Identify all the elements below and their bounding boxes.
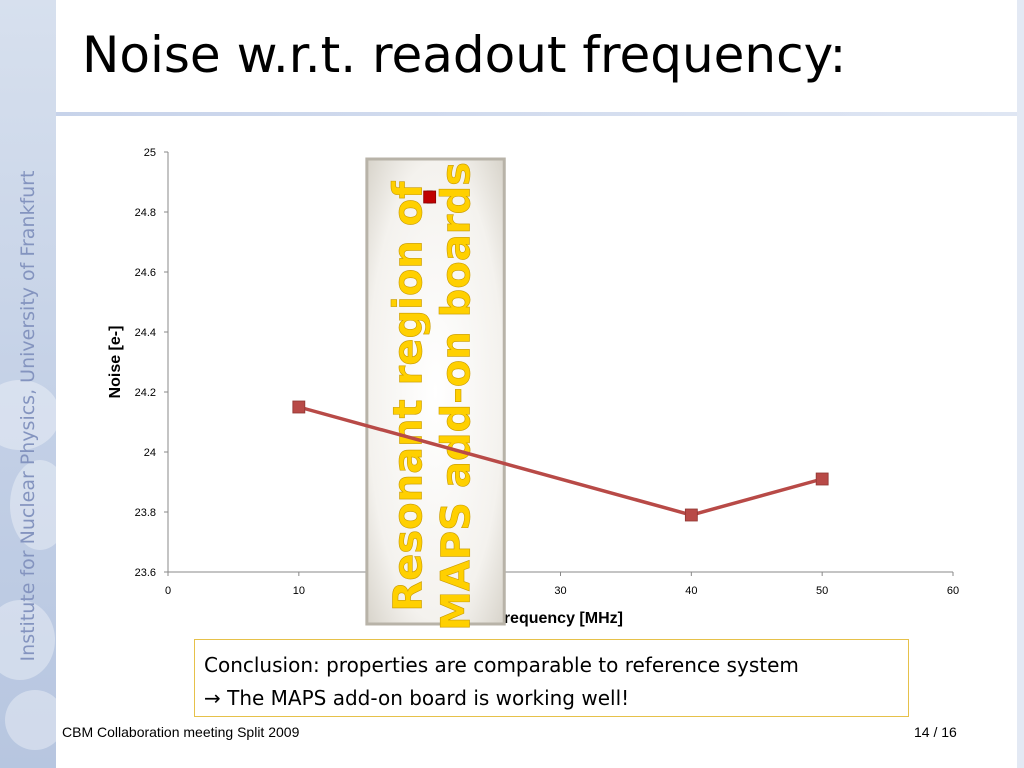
conclusion-box: Conclusion: properties are comparable to…: [194, 639, 909, 717]
y-tick-label: 23.6: [135, 567, 156, 579]
x-tick-label: 50: [816, 585, 828, 597]
y-tick-label: 24.8: [135, 207, 156, 219]
title-divider: [56, 112, 1017, 116]
conclusion-text: Conclusion: properties are comparable to…: [204, 653, 799, 677]
sidebar-decoration: [0, 600, 55, 680]
x-tick-label: 60: [947, 585, 959, 597]
y-tick-label: 24.4: [135, 327, 156, 339]
y-tick-label: 24.6: [135, 267, 156, 279]
sidebar-decoration: [10, 460, 56, 550]
y-tick-label: 24: [144, 447, 156, 459]
data-point: [423, 190, 437, 204]
resonant-label-line2: MAPS add-on boards: [434, 162, 480, 631]
sidebar-decoration: [0, 380, 56, 450]
sidebar-decoration: [5, 690, 56, 750]
data-point: [292, 400, 306, 414]
right-border: [1017, 0, 1024, 768]
y-tick-label: 25: [144, 147, 156, 159]
resonant-region-box: [365, 157, 506, 626]
footer-meeting: CBM Collaboration meeting Split 2009: [62, 724, 300, 740]
sidebar-banner: Institute for Nuclear Physics, Universit…: [0, 0, 56, 768]
resonant-region-label: Resonant region of MAPS add-on boards: [385, 162, 480, 631]
resonant-label-line1: Resonant region of: [386, 181, 432, 612]
x-tick-label: 10: [293, 585, 305, 597]
x-axis-label: Frequency [MHz]: [494, 610, 623, 627]
data-point: [815, 472, 829, 486]
y-tick-label: 23.8: [135, 507, 156, 519]
data-point: [684, 508, 698, 522]
title-area: [56, 0, 1017, 112]
page-number: 14 / 16: [914, 724, 957, 740]
x-tick-label: 40: [685, 585, 697, 597]
x-tick-label: 0: [165, 585, 171, 597]
y-tick-label: 24.2: [135, 387, 156, 399]
y-axis-label: Noise [e-]: [107, 326, 124, 399]
slide-title: Noise w.r.t. readout frequency:: [82, 26, 847, 84]
x-tick-label: 30: [554, 585, 566, 597]
conclusion-statement: → The MAPS add-on board is working well!: [204, 686, 630, 710]
